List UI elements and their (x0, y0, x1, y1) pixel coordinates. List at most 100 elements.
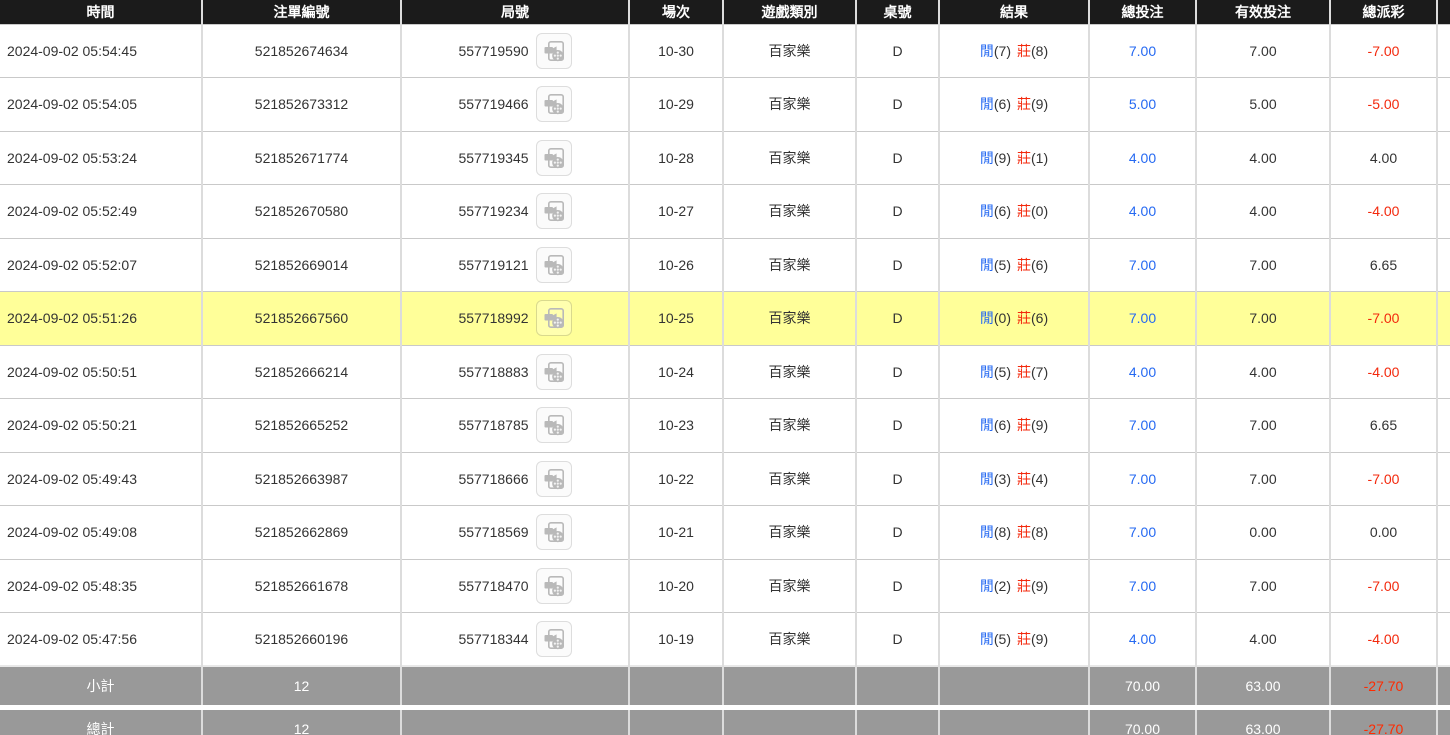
cell-overflow (1436, 237, 1450, 292)
table-row[interactable]: 2024-09-02 05:47:56 521852660196 557718344… (0, 612, 1450, 666)
cell-overflow (1436, 558, 1450, 613)
cell-round: 557718992 (400, 291, 629, 345)
cell-session: 10-21 (628, 505, 723, 559)
table-row[interactable]: 2024-09-02 05:54:45 521852674634 557719590… (0, 23, 1450, 78)
cell-result: 閒(6) 莊(0) (938, 184, 1089, 238)
cell-valid-bet: 7.00 (1195, 237, 1330, 292)
cell-total-bet: 7.00 (1088, 291, 1196, 345)
video-icon (544, 361, 564, 382)
footer-count: 12 (201, 665, 401, 707)
footer-empty-cell (400, 665, 629, 707)
cell-total-bet: 7.00 (1088, 237, 1196, 292)
cell-payout: -4.00 (1329, 612, 1437, 666)
banker-label: 莊 (1017, 417, 1031, 434)
cell-time: 2024-09-02 05:49:08 (0, 505, 202, 559)
round-wrap: 557719121 (403, 246, 628, 283)
table-row[interactable]: 2024-09-02 05:49:08 521852662869 557718569… (0, 505, 1450, 559)
cell-table-no: D (855, 451, 939, 506)
footer-count: 12 (201, 704, 401, 735)
table-footer: 小計 12 70.00 63.00 -27.70 總計 12 70.00 63.00 -27.70 (0, 665, 1450, 735)
footer-valid-bet: 63.00 (1195, 665, 1330, 707)
cell-payout: 6.65 (1329, 398, 1437, 452)
player-score: (9) (993, 149, 1011, 166)
col-header-overflow (1436, 0, 1450, 24)
video-replay-button[interactable] (535, 567, 572, 604)
video-replay-button[interactable] (535, 460, 572, 497)
cell-payout: 0.00 (1329, 505, 1437, 559)
round-number: 557718992 (458, 310, 529, 327)
cell-valid-bet: 4.00 (1195, 184, 1330, 238)
round-wrap: 557718569 (403, 514, 628, 551)
cell-game-type: 百家樂 (722, 291, 856, 345)
round-number: 557718785 (458, 417, 529, 434)
cell-game-type: 百家樂 (722, 558, 856, 613)
table-row[interactable]: 2024-09-02 05:50:51 521852666214 557718883… (0, 344, 1450, 399)
cell-total-bet: 7.00 (1088, 505, 1196, 559)
video-replay-button[interactable] (535, 32, 572, 69)
cell-result: 閒(5) 莊(7) (938, 344, 1089, 399)
cell-game-type: 百家樂 (722, 505, 856, 559)
video-replay-button[interactable] (535, 139, 572, 176)
cell-time: 2024-09-02 05:54:05 (0, 77, 202, 131)
cell-valid-bet: 7.00 (1195, 398, 1330, 452)
video-replay-button[interactable] (535, 246, 572, 283)
subtotal-row: 小計 12 70.00 63.00 -27.70 (0, 665, 1450, 707)
cell-round: 557719234 (400, 184, 629, 238)
cell-round: 557718785 (400, 398, 629, 452)
cell-table-no: D (855, 291, 939, 345)
cell-session: 10-25 (628, 291, 723, 345)
cell-table-no: D (855, 558, 939, 613)
table-row[interactable]: 2024-09-02 05:51:26 521852667560 557718992… (0, 291, 1450, 345)
video-icon (544, 628, 564, 650)
cell-game-type: 百家樂 (722, 612, 856, 666)
video-replay-button[interactable] (535, 621, 572, 657)
cell-overflow (1436, 291, 1450, 345)
player-score: (5) (993, 631, 1011, 647)
table-row[interactable]: 2024-09-02 05:52:07 521852669014 557719121… (0, 237, 1450, 292)
col-header-table-no: 桌號 (855, 0, 939, 24)
table-row[interactable]: 2024-09-02 05:52:49 521852670580 557719234… (0, 184, 1450, 238)
footer-empty-cell (722, 704, 856, 735)
video-replay-button[interactable] (535, 300, 572, 337)
cell-payout: -4.00 (1329, 344, 1437, 399)
cell-table-no: D (855, 237, 939, 292)
cell-round: 557719590 (400, 23, 629, 78)
cell-total-bet: 5.00 (1088, 77, 1196, 131)
col-header-round: 局號 (400, 0, 629, 24)
player-score: (2) (993, 577, 1011, 594)
cell-valid-bet: 4.00 (1195, 130, 1330, 185)
banker-label: 莊 (1017, 96, 1031, 113)
video-replay-button[interactable] (535, 86, 572, 123)
cell-bet-id: 521852665252 (201, 398, 401, 452)
table-row[interactable]: 2024-09-02 05:50:21 521852665252 557718785… (0, 398, 1450, 452)
video-icon (544, 468, 564, 489)
cell-total-bet: 7.00 (1088, 558, 1196, 613)
cell-bet-id: 521852673312 (201, 77, 401, 131)
cell-bet-id: 521852663987 (201, 451, 401, 506)
footer-total-bet: 70.00 (1088, 704, 1196, 735)
table-row[interactable]: 2024-09-02 05:53:24 521852671774 557719345… (0, 130, 1450, 185)
cell-round: 557718666 (400, 451, 629, 506)
cell-game-type: 百家樂 (722, 130, 856, 185)
cell-session: 10-29 (628, 77, 723, 131)
table-row[interactable]: 2024-09-02 05:48:35 521852661678 557718470… (0, 558, 1450, 613)
cell-time: 2024-09-02 05:47:56 (0, 612, 202, 666)
table-row[interactable]: 2024-09-02 05:54:05 521852673312 557719466… (0, 77, 1450, 131)
col-header-payout: 總派彩 (1329, 0, 1437, 24)
cell-table-no: D (855, 398, 939, 452)
round-number: 557719590 (458, 42, 529, 59)
video-replay-button[interactable] (535, 193, 572, 230)
video-replay-button[interactable] (535, 407, 572, 444)
player-score: (5) (993, 256, 1011, 273)
round-number: 557718883 (458, 363, 529, 380)
cell-result: 閒(3) 莊(4) (938, 451, 1089, 506)
player-score: (6) (993, 417, 1011, 434)
banker-score: (7) (1031, 363, 1049, 380)
cell-time: 2024-09-02 05:52:49 (0, 184, 202, 238)
cell-overflow (1436, 612, 1450, 666)
table-row[interactable]: 2024-09-02 05:49:43 521852663987 557718666… (0, 451, 1450, 506)
video-replay-button[interactable] (535, 514, 572, 551)
cell-valid-bet: 7.00 (1195, 23, 1330, 78)
footer-empty-cell (400, 704, 629, 735)
video-replay-button[interactable] (535, 353, 572, 390)
